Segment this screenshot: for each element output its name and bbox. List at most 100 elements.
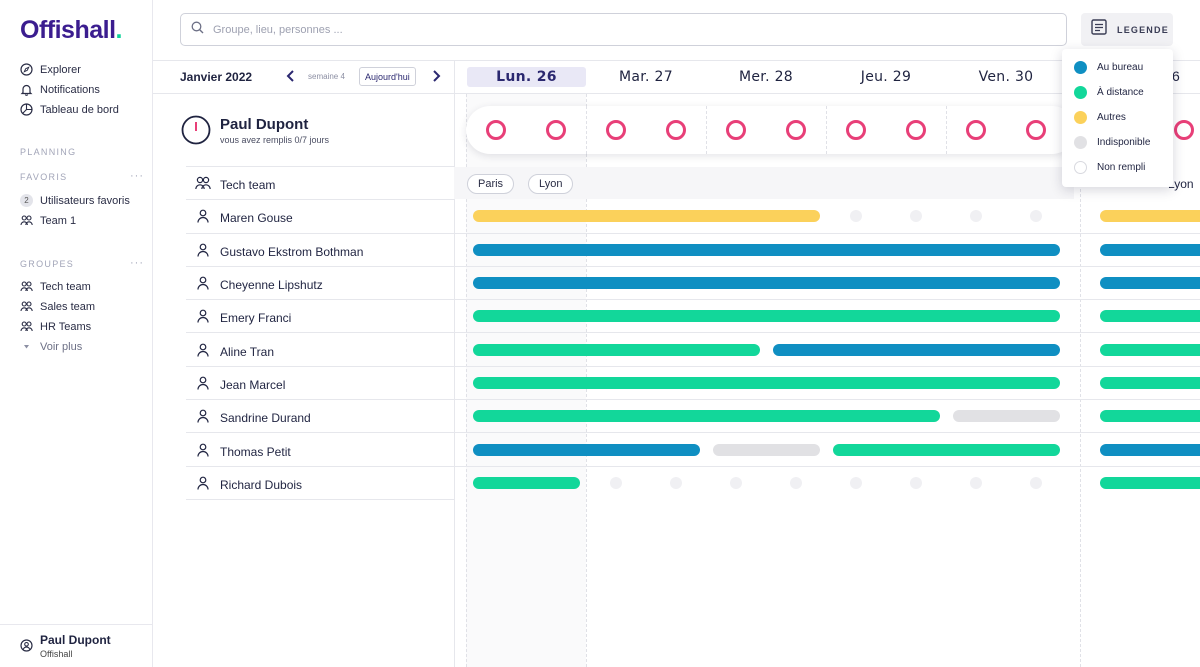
legend-button[interactable]: LEGENDE	[1081, 13, 1173, 46]
presence-empty-dot[interactable]	[790, 477, 802, 489]
caret-down-icon	[20, 340, 33, 353]
presence-bar-a-distance[interactable]	[473, 344, 760, 356]
slot-thu-am[interactable]	[846, 120, 866, 140]
grid-divider	[454, 60, 455, 667]
presence-bar-a-distance[interactable]	[473, 410, 940, 422]
nav-item-tableau-de-bord[interactable]: Tableau de bord	[20, 103, 119, 116]
search-input[interactable]	[213, 23, 1013, 36]
presence-empty-dot[interactable]	[1030, 477, 1042, 489]
member-name: Gustavo Ekstrom Bothman	[220, 244, 364, 259]
member-row[interactable]: Gustavo Ekstrom Bothman	[195, 243, 363, 260]
presence-bar-au-bureau[interactable]	[773, 344, 1060, 356]
legend-label: Non rempli	[1097, 162, 1146, 173]
presence-bar-indisponible[interactable]	[953, 410, 1060, 422]
presence-bar-a-distance[interactable]	[473, 477, 580, 489]
presence-bar-a-distance[interactable]	[1100, 310, 1200, 322]
prev-week-button[interactable]	[285, 68, 297, 84]
day-header-wed[interactable]: Mer. 28	[739, 69, 793, 85]
favori-utilisateurs[interactable]: 2 Utilisateurs favoris	[20, 194, 130, 207]
member-row[interactable]: Sandrine Durand	[195, 409, 311, 426]
search-bar[interactable]	[180, 13, 1067, 46]
presence-empty-dot[interactable]	[910, 477, 922, 489]
nav-item-notifications[interactable]: Notifications	[20, 83, 100, 96]
presence-empty-dot[interactable]	[970, 477, 982, 489]
legend-swatch	[1074, 111, 1087, 124]
groupes-more-button[interactable]: ···	[130, 257, 144, 269]
next-week-button[interactable]	[430, 68, 442, 84]
today-button[interactable]: Aujourd'hui	[359, 67, 416, 86]
presence-bar-a-distance[interactable]	[1100, 377, 1200, 389]
slot-mon-pm[interactable]	[546, 120, 566, 140]
presence-bar-a-distance[interactable]	[1100, 477, 1200, 489]
member-row[interactable]: Aline Tran	[195, 343, 274, 360]
day-header-tue[interactable]: Mar. 27	[619, 69, 673, 85]
presence-empty-dot[interactable]	[910, 210, 922, 222]
brand-logo[interactable]: Offishall.	[20, 16, 123, 44]
presence-bar-au-bureau[interactable]	[1100, 244, 1200, 256]
day-header-next-partial[interactable]: 6	[1172, 68, 1180, 84]
member-row[interactable]: Jean Marcel	[195, 376, 285, 393]
section-groupes: GROUPES	[20, 259, 75, 269]
voir-plus-button[interactable]: Voir plus	[20, 340, 82, 353]
member-row[interactable]: Cheyenne Lipshutz	[195, 276, 323, 293]
day-header-mon[interactable]: Lun. 26	[467, 67, 586, 87]
presence-empty-dot[interactable]	[850, 210, 862, 222]
row-divider	[186, 299, 1200, 300]
person-icon	[195, 409, 211, 426]
location-chip-lyon[interactable]: Lyon	[528, 174, 574, 194]
clock-alert-icon	[181, 115, 211, 150]
presence-bar-autres[interactable]	[1100, 210, 1200, 222]
presence-empty-dot[interactable]	[970, 210, 982, 222]
location-chip-paris[interactable]: Paris	[467, 174, 515, 194]
team-row-tech-team[interactable]: Tech team	[195, 176, 275, 193]
presence-bar-a-distance[interactable]	[1100, 344, 1200, 356]
groupe-hr-teams[interactable]: HR Teams	[20, 320, 91, 333]
day-header-fri[interactable]: Ven. 30	[978, 69, 1034, 85]
presence-bar-indisponible[interactable]	[713, 444, 820, 456]
groupe-tech-team[interactable]: Tech team	[20, 280, 91, 293]
presence-bar-autres[interactable]	[473, 210, 820, 222]
slot-wed-am[interactable]	[726, 120, 746, 140]
presence-bar-a-distance[interactable]	[473, 377, 1060, 389]
slot-tue-pm[interactable]	[666, 120, 686, 140]
presence-bar-au-bureau[interactable]	[473, 277, 1060, 289]
person-icon	[195, 443, 211, 460]
presence-empty-dot[interactable]	[610, 477, 622, 489]
slot-thu-pm[interactable]	[906, 120, 926, 140]
slot-fri-pm[interactable]	[1026, 120, 1046, 140]
presence-bar-a-distance[interactable]	[833, 444, 1060, 456]
slot-wed-pm[interactable]	[786, 120, 806, 140]
presence-bar-au-bureau[interactable]	[473, 244, 1060, 256]
nav-item-explorer[interactable]: Explorer	[20, 63, 81, 76]
slot-next-am[interactable]	[1174, 120, 1194, 140]
divider	[153, 60, 1200, 61]
presence-bar-au-bureau[interactable]	[1100, 277, 1200, 289]
legend-item-indisponible: Indisponible	[1074, 136, 1150, 149]
presence-empty-dot[interactable]	[850, 477, 862, 489]
presence-empty-dot[interactable]	[1030, 210, 1042, 222]
presence-bar-a-distance[interactable]	[473, 310, 1060, 322]
person-icon	[195, 276, 211, 293]
presence-bar-au-bureau[interactable]	[473, 444, 700, 456]
member-name: Aline Tran	[220, 344, 275, 359]
slot-mon-am[interactable]	[486, 120, 506, 140]
member-row[interactable]: Thomas Petit	[195, 443, 291, 460]
person-icon	[195, 476, 211, 493]
presence-empty-dot[interactable]	[670, 477, 682, 489]
member-row[interactable]: Richard Dubois	[195, 476, 302, 493]
footer-user[interactable]: Paul Dupont Offishall	[0, 624, 153, 667]
presence-bar-a-distance[interactable]	[1100, 410, 1200, 422]
favori-team-1[interactable]: Team 1	[20, 214, 76, 227]
member-row[interactable]: Emery Franci	[195, 309, 291, 326]
slot-fri-am[interactable]	[966, 120, 986, 140]
member-row[interactable]: Maren Gouse	[195, 209, 293, 226]
presence-empty-dot[interactable]	[730, 477, 742, 489]
favoris-more-button[interactable]: ···	[130, 170, 144, 182]
favori-label: Team 1	[40, 214, 77, 227]
slot-tue-am[interactable]	[606, 120, 626, 140]
groupe-sales-team[interactable]: Sales team	[20, 300, 95, 313]
presence-bar-au-bureau[interactable]	[1100, 444, 1200, 456]
location-chip-next-partial[interactable]: Lyon	[1168, 177, 1194, 191]
group-icon	[20, 320, 33, 333]
day-header-thu[interactable]: Jeu. 29	[860, 69, 912, 85]
